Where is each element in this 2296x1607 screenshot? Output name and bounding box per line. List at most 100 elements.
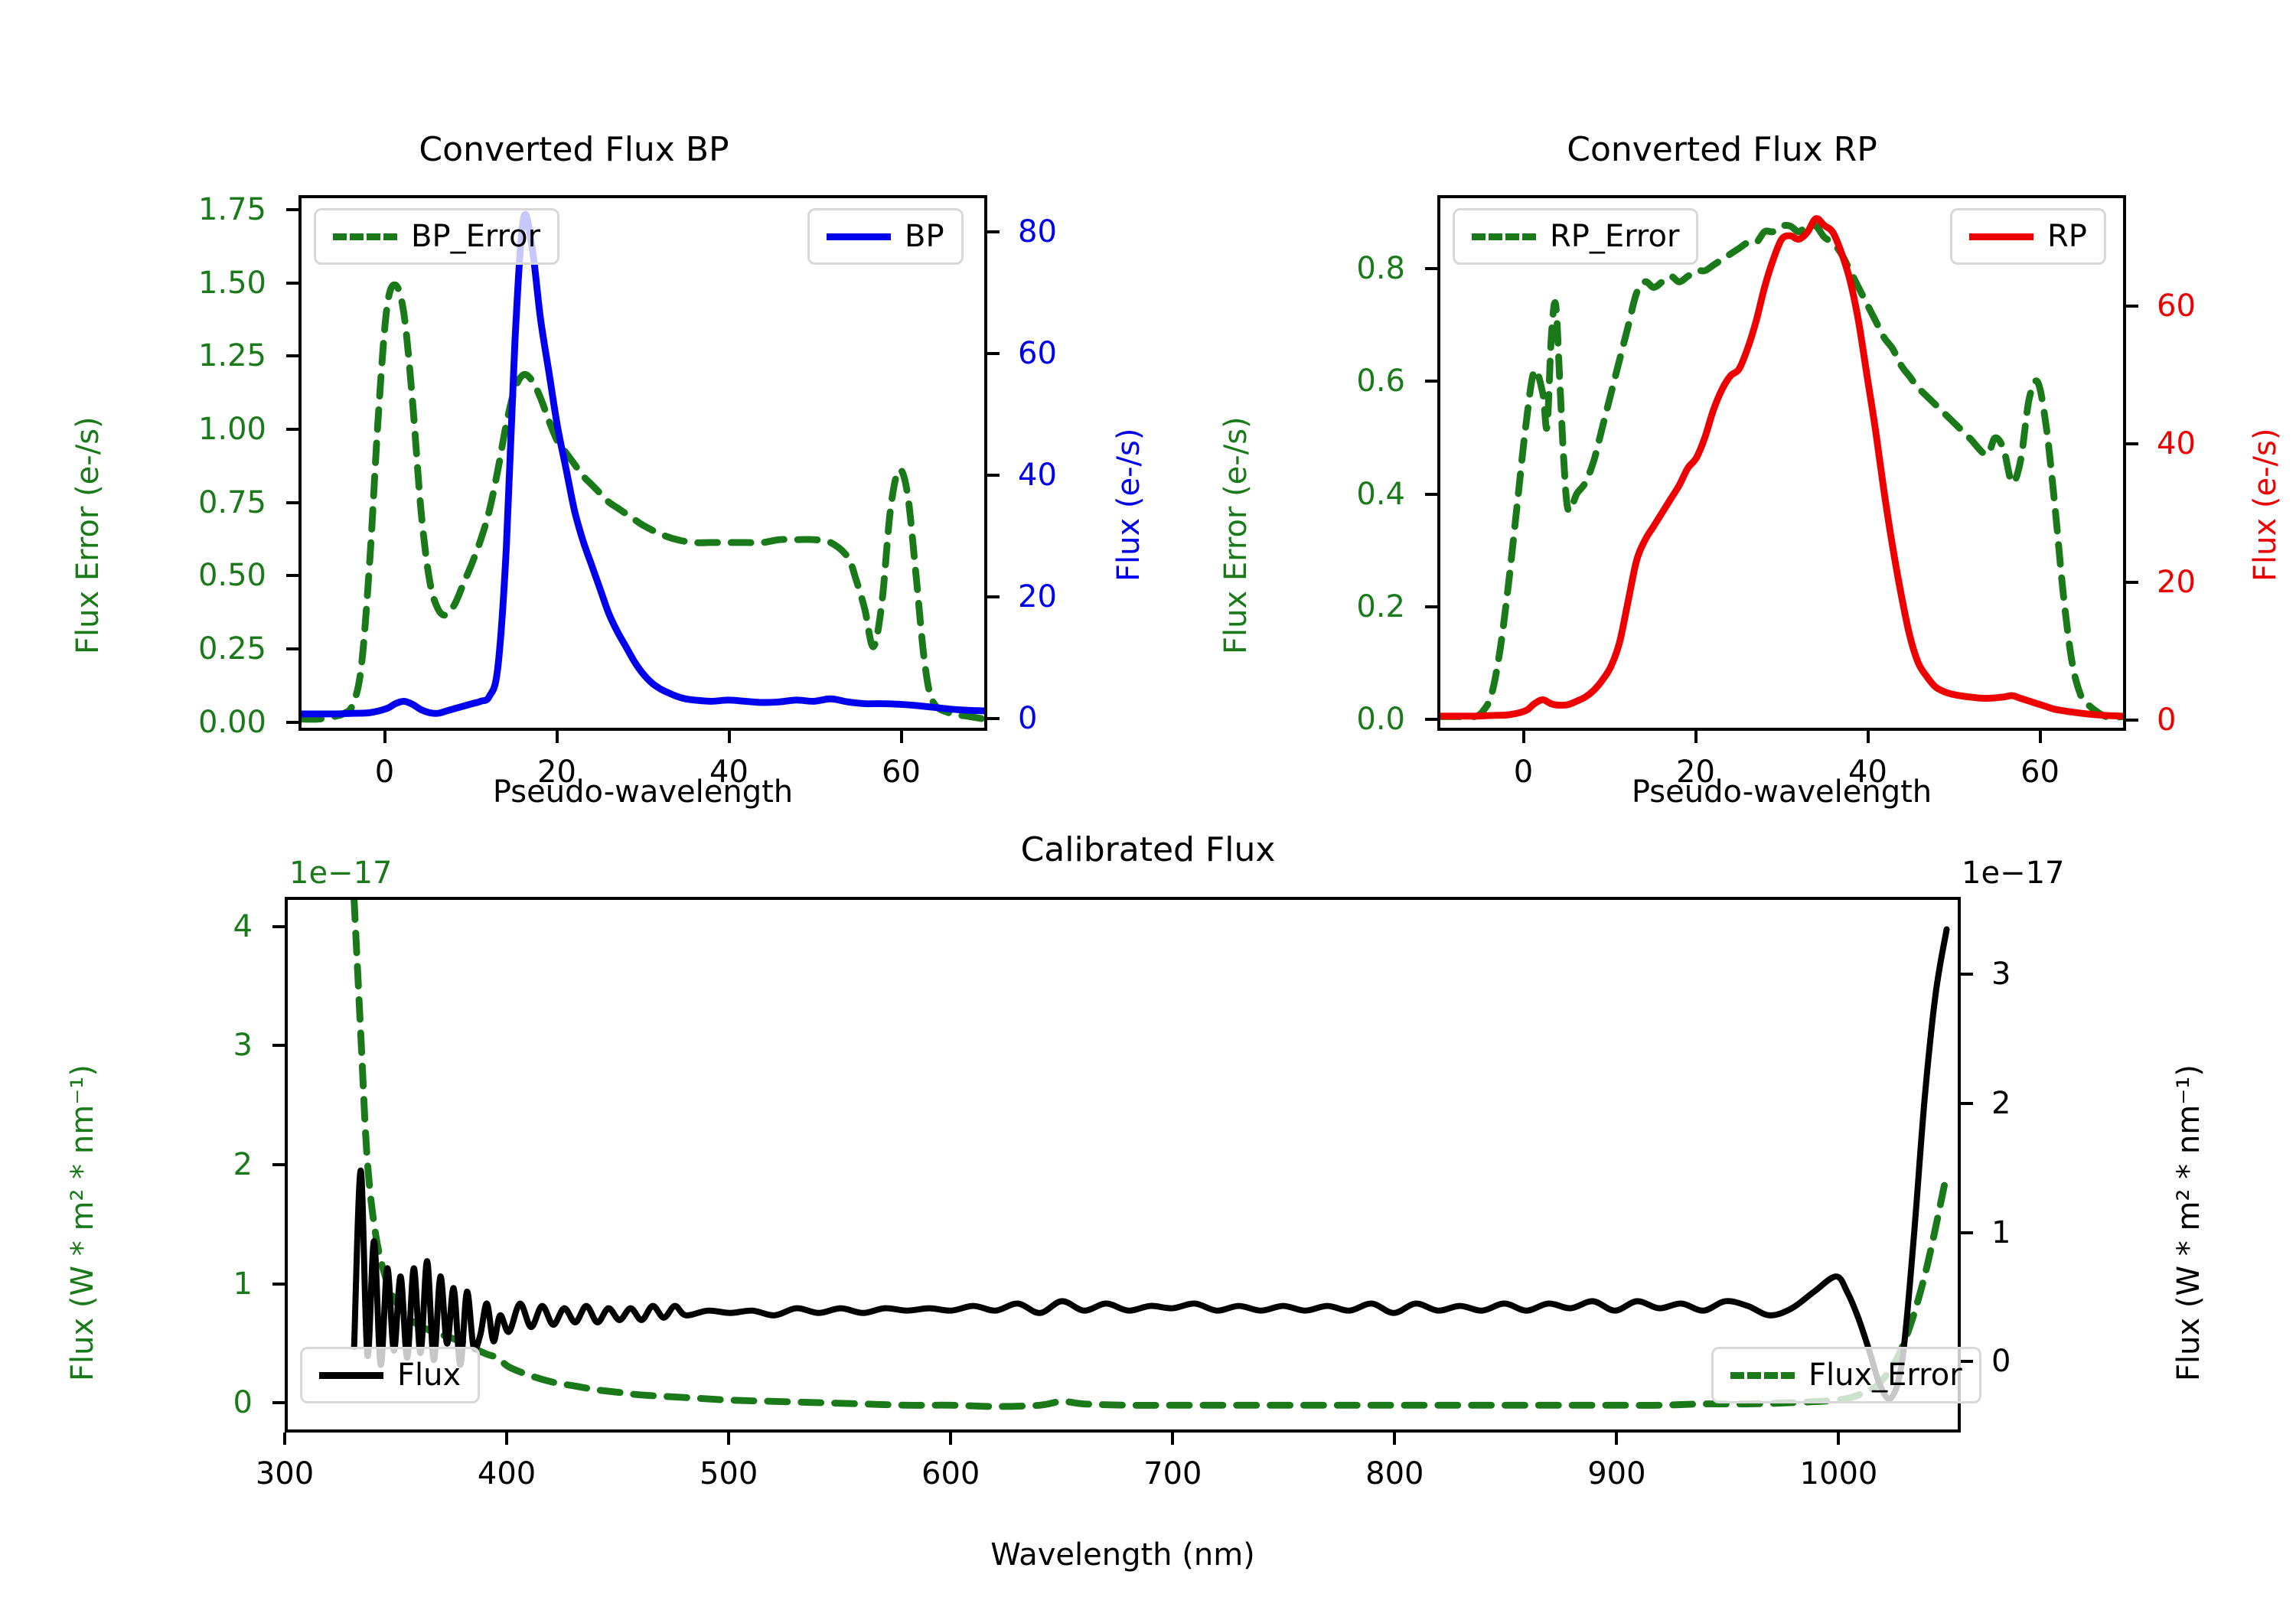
x-tick bbox=[727, 1433, 731, 1445]
y-tick-right bbox=[987, 473, 1000, 477]
cal-plot-area bbox=[285, 897, 1961, 1433]
series-flux-error bbox=[351, 900, 1951, 1410]
y-tick-left bbox=[1425, 380, 1437, 383]
panel-converted-flux-bp: Converted Flux BP Flux Error (e-/s) Flux… bbox=[0, 0, 1148, 811]
x-tick bbox=[1393, 1433, 1397, 1445]
x-tick bbox=[1521, 731, 1525, 743]
rp-error-legend[interactable]: RP_Error bbox=[1453, 208, 1699, 265]
bp-error-line-swatch bbox=[333, 233, 397, 240]
y-tick-label-right: 3 bbox=[1991, 957, 2011, 993]
bp-yaxis-right-label: Flux (e-/s) bbox=[1111, 428, 1146, 582]
x-tick bbox=[283, 1433, 286, 1445]
y-tick-label-left: 0.6 bbox=[1356, 363, 1405, 399]
flux-legend[interactable]: Flux bbox=[300, 1347, 481, 1403]
y-tick-label-right: 1 bbox=[1991, 1214, 2011, 1250]
y-tick-label-left: 0.4 bbox=[1356, 476, 1405, 512]
bp-panel-title: Converted Flux BP bbox=[419, 130, 729, 169]
y-tick-label-left: 1.50 bbox=[197, 265, 266, 301]
bp-plot-area bbox=[298, 195, 987, 731]
x-tick-label: 700 bbox=[1143, 1456, 1202, 1491]
cal-panel-title: Calibrated Flux bbox=[1020, 830, 1276, 869]
flux-line-swatch bbox=[319, 1371, 383, 1379]
x-tick bbox=[2038, 731, 2042, 743]
y-tick-label-left: 0.2 bbox=[1356, 588, 1405, 624]
x-tick bbox=[505, 1433, 509, 1445]
bp-legend[interactable]: BP bbox=[807, 208, 964, 265]
x-tick bbox=[949, 1433, 953, 1445]
y-tick-label-left: 3 bbox=[233, 1028, 253, 1064]
y-tick-right bbox=[987, 230, 1000, 233]
bp-error-legend-label: BP_Error bbox=[411, 219, 541, 254]
x-tick-label: 0 bbox=[1513, 755, 1534, 790]
x-tick bbox=[899, 731, 903, 743]
bp-line-swatch bbox=[827, 233, 891, 240]
rp-line-swatch bbox=[1969, 233, 2033, 240]
series-rp-error bbox=[1440, 221, 2123, 721]
y-tick-right bbox=[1961, 1231, 1973, 1234]
y-tick-label-left: 4 bbox=[233, 908, 253, 944]
x-tick bbox=[727, 731, 731, 743]
rp-panel-title: Converted Flux RP bbox=[1567, 130, 1877, 169]
y-tick-left bbox=[272, 1044, 285, 1048]
y-tick-left bbox=[286, 428, 298, 431]
y-tick-right bbox=[1961, 973, 1973, 976]
flux-error-legend[interactable]: Flux_Error bbox=[1711, 1347, 1981, 1403]
y-tick-left bbox=[272, 1401, 285, 1405]
y-tick-left bbox=[1425, 718, 1437, 722]
y-tick-right bbox=[987, 595, 1000, 598]
x-tick-label: 60 bbox=[882, 755, 921, 790]
y-tick-left bbox=[286, 574, 298, 578]
y-tick-label-right: 40 bbox=[1018, 457, 1057, 493]
x-tick-label: 1000 bbox=[1799, 1456, 1878, 1491]
x-tick-label: 20 bbox=[537, 755, 576, 790]
rp-curves bbox=[1440, 215, 2123, 721]
x-tick bbox=[383, 731, 386, 743]
cal-yaxis-right-label: Flux (W * m² * nm⁻¹) bbox=[2171, 1064, 2206, 1381]
y-tick-right bbox=[1961, 1360, 1973, 1364]
series-bp-error bbox=[302, 281, 984, 723]
y-tick-label-right: 0 bbox=[1991, 1344, 2011, 1380]
y-tick-right bbox=[987, 717, 1000, 721]
series-flux bbox=[351, 926, 1950, 1402]
panel-calibrated-flux: Calibrated Flux 1e−17 1e−17 Flux (W * m²… bbox=[0, 811, 2296, 1607]
cal-curves bbox=[351, 900, 1951, 1410]
y-tick-label-left: 1.00 bbox=[197, 412, 266, 447]
y-tick-left bbox=[272, 1282, 285, 1286]
y-tick-label-left: 0 bbox=[233, 1385, 253, 1421]
rp-error-legend-label: RP_Error bbox=[1550, 219, 1680, 254]
series-rp bbox=[1440, 215, 2123, 720]
y-tick-left bbox=[286, 208, 298, 212]
cal-yaxis-left-label: Flux (W * m² * nm⁻¹) bbox=[65, 1064, 100, 1381]
y-tick-label-right: 60 bbox=[1018, 335, 1057, 371]
y-tick-left bbox=[272, 1163, 285, 1166]
flux-legend-label: Flux bbox=[397, 1358, 461, 1393]
x-tick-label: 300 bbox=[255, 1456, 315, 1491]
y-tick-left bbox=[1425, 492, 1437, 496]
rp-yaxis-right-label: Flux (e-/s) bbox=[2248, 428, 2283, 582]
y-tick-label-left: 1 bbox=[233, 1266, 253, 1302]
rp-legend[interactable]: RP bbox=[1950, 208, 2106, 265]
y-tick-label-left: 0.25 bbox=[197, 631, 266, 667]
y-tick-left bbox=[286, 500, 298, 504]
y-tick-left bbox=[1425, 266, 1437, 270]
x-tick-label: 900 bbox=[1587, 1456, 1646, 1491]
bp-yaxis-left-label: Flux Error (e-/s) bbox=[70, 416, 106, 654]
y-tick-left bbox=[272, 924, 285, 928]
x-tick-label: 400 bbox=[477, 1456, 536, 1491]
rp-plot-area bbox=[1437, 195, 2126, 731]
bp-error-legend[interactable]: BP_Error bbox=[314, 208, 560, 265]
y-tick-label-right: 0 bbox=[2157, 702, 2177, 738]
x-tick bbox=[1171, 1433, 1175, 1445]
y-tick-label-right: 2 bbox=[1991, 1085, 2011, 1121]
x-tick bbox=[1694, 731, 1698, 743]
rp-legend-label: RP bbox=[2047, 219, 2087, 254]
bp-xaxis-label: Pseudo-wavelength bbox=[492, 774, 794, 810]
x-tick-label: 0 bbox=[374, 755, 395, 790]
cal-xaxis-label: Wavelength (nm) bbox=[990, 1537, 1255, 1573]
series-bp bbox=[302, 210, 984, 718]
flux-error-legend-label: Flux_Error bbox=[1808, 1358, 1962, 1393]
y-tick-label-right: 20 bbox=[1018, 579, 1057, 614]
y-tick-label-left: 0.8 bbox=[1356, 250, 1405, 286]
y-tick-label-left: 0.50 bbox=[197, 558, 266, 594]
